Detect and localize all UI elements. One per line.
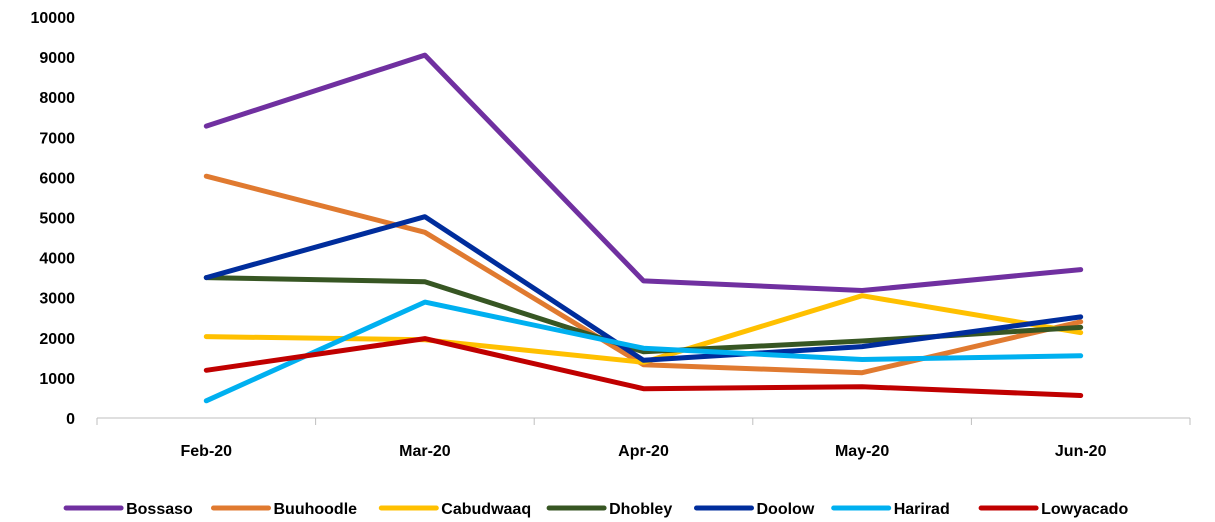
y-tick-label: 3000: [39, 291, 75, 308]
series-line-harirad: [203, 299, 1084, 404]
y-tick-label: 2000: [39, 331, 75, 348]
series-layer: [203, 52, 1084, 404]
legend[interactable]: Bossaso Buuhoodle Cabudwaaq Dhobley Doolow Ha…: [63, 501, 1128, 518]
x-tick-label: Jun-20: [1055, 443, 1107, 460]
series-line-lowyacado: [203, 336, 1084, 398]
legend-label: Lowyacado: [1041, 501, 1128, 518]
legend-label: Harirad: [894, 501, 950, 518]
legend-item-bossaso[interactable]: Bossaso: [63, 501, 193, 518]
series-line-bossaso: [203, 52, 1084, 293]
x-tick-label: Mar-20: [399, 443, 451, 460]
y-tick-label: 10000: [31, 10, 76, 27]
x-tick-label: Apr-20: [618, 443, 669, 460]
legend-item-buuhoodle[interactable]: Buuhoodle: [211, 501, 358, 518]
legend-label: Doolow: [757, 501, 815, 518]
legend-item-lowyacado[interactable]: Lowyacado: [978, 501, 1128, 518]
y-tick-label: 4000: [39, 251, 75, 268]
x-tick-label: May-20: [835, 443, 889, 460]
legend-label: Cabudwaaq: [441, 501, 531, 518]
y-tick-label: 7000: [39, 130, 75, 147]
y-axis: 0 1000 2000 3000 4000 5000 6000 7000 8000 9000 100…: [31, 10, 76, 428]
series-line-doolow: [203, 214, 1084, 363]
y-tick-label: 5000: [39, 211, 75, 228]
y-tick-label: 8000: [39, 90, 75, 107]
x-tick-label: Feb-20: [181, 443, 233, 460]
y-tick-label: 6000: [39, 170, 75, 187]
legend-item-cabudwaaq[interactable]: Cabudwaaq: [378, 501, 531, 518]
x-axis: Feb-20 Mar-20 Apr-20 May-20 Jun-20: [96, 417, 1191, 460]
y-tick-label: 1000: [39, 371, 75, 388]
legend-item-harirad[interactable]: Harirad: [831, 501, 950, 518]
legend-item-dhobley[interactable]: Dhobley: [546, 501, 672, 518]
legend-item-doolow[interactable]: Doolow: [694, 501, 815, 518]
y-tick-label: 0: [66, 411, 75, 428]
legend-label: Dhobley: [609, 501, 672, 518]
legend-label: Buuhoodle: [274, 501, 358, 518]
y-tick-label: 9000: [39, 50, 75, 67]
legend-label: Bossaso: [126, 501, 193, 518]
